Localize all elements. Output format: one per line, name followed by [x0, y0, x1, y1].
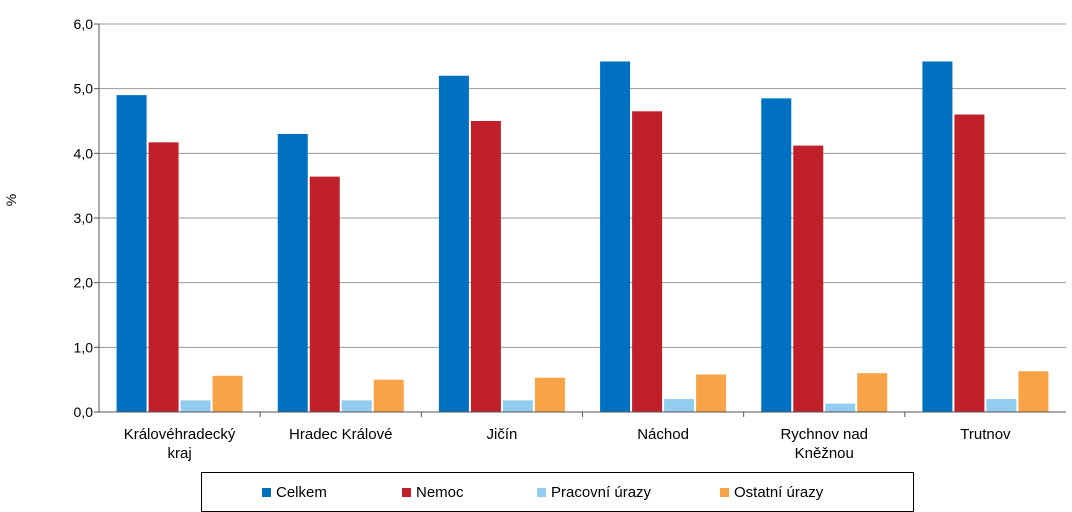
bar-ostatní-úrazy: [857, 373, 888, 412]
legend-item: Celkem: [262, 484, 327, 501]
legend-label: Celkem: [276, 484, 327, 501]
gridlines: [94, 23, 1066, 413]
y-tick-label: 1,0: [74, 339, 94, 355]
y-axis-label: %: [3, 194, 19, 206]
y-tick-label: 5,0: [74, 81, 94, 97]
legend-label: Nemoc: [416, 484, 464, 501]
bar-pracovní-úrazy: [502, 400, 533, 412]
legend-swatch: [262, 488, 271, 497]
y-tick-label: 6,0: [74, 16, 94, 32]
bar-nemoc: [632, 111, 663, 413]
legend-swatch: [537, 488, 546, 497]
legend-item: Nemoc: [402, 484, 464, 501]
bar-celkem: [277, 133, 308, 412]
bar-pracovní-úrazy: [180, 400, 211, 412]
x-category-label: Královéhradecký: [124, 426, 236, 443]
x-category-label: Rychnov nad: [780, 426, 868, 443]
bar-nemoc: [793, 145, 824, 412]
legend-swatch: [402, 488, 411, 497]
bar-pracovní-úrazy: [664, 399, 695, 412]
bar-celkem: [438, 75, 469, 412]
bar-ostatní-úrazy: [212, 375, 243, 412]
bar-ostatní-úrazy: [1018, 371, 1049, 412]
legend-label: Ostatní úrazy: [734, 484, 824, 501]
y-tick-label: 3,0: [74, 210, 94, 226]
x-category-label: Jičín: [486, 426, 517, 443]
bar-nemoc: [309, 176, 340, 412]
y-tick-label: 0,0: [74, 404, 94, 420]
legend-item: Pracovní úrazy: [537, 484, 651, 501]
bars: [116, 61, 1049, 413]
y-tick-label: 2,0: [74, 275, 94, 291]
x-category-label: kraj: [167, 445, 191, 462]
bar-ostatní-úrazy: [373, 379, 404, 412]
bar-celkem: [761, 98, 792, 412]
legend-item: Ostatní úrazy: [720, 484, 823, 501]
x-category-label: Kněžnou: [795, 445, 854, 462]
bar-pracovní-úrazy: [986, 399, 1017, 412]
bar-celkem: [600, 61, 631, 413]
x-category-labels: Královéhradecký kraj Hradec Králové Jičín Ná…: [124, 426, 1011, 462]
bar-chart: 0,0 1,0 2,0 3,0 4,0 5,0 6,0 Královéhradecký kra…: [3, 16, 1066, 462]
bar-ostatní-úrazy: [696, 374, 727, 412]
bar-celkem: [116, 95, 147, 412]
axes: [98, 24, 1066, 417]
bar-nemoc: [470, 121, 501, 412]
x-category-label: Trutnov: [960, 426, 1011, 443]
bar-nemoc: [148, 142, 179, 412]
legend: Celkem Nemoc Pracovní úrazy Ostatní úrazy: [201, 472, 914, 512]
y-tick-labels: 0,0 1,0 2,0 3,0 4,0 5,0 6,0: [74, 16, 94, 420]
legend-swatch: [720, 488, 729, 497]
bar-nemoc: [954, 114, 985, 413]
bar-pracovní-úrazy: [341, 400, 372, 412]
bar-pracovní-úrazy: [825, 403, 856, 412]
x-category-label: Hradec Králové: [289, 426, 392, 443]
y-tick-label: 4,0: [74, 145, 94, 161]
x-category-label: Náchod: [637, 426, 689, 443]
bar-celkem: [922, 61, 953, 413]
bar-ostatní-úrazy: [534, 377, 565, 412]
legend-label: Pracovní úrazy: [551, 484, 652, 501]
